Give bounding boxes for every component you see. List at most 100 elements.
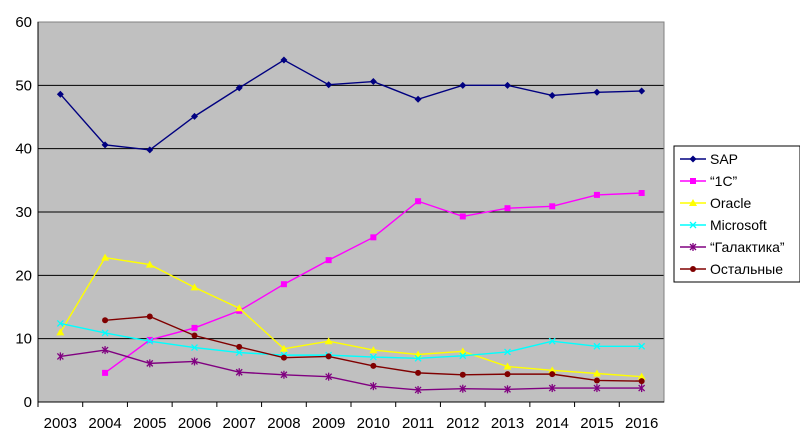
legend-item: “Галактика”: [680, 239, 785, 255]
data-point: [459, 352, 467, 360]
legend-label: Microsoft: [710, 217, 767, 233]
series-0: [56, 56, 646, 154]
data-point: [503, 362, 512, 370]
data-point: [235, 84, 243, 92]
data-point: [548, 337, 556, 345]
series-2: [56, 253, 646, 380]
data-point: [638, 384, 646, 393]
data-point: [415, 198, 422, 205]
data-point: [369, 78, 377, 86]
data-point: [280, 354, 287, 361]
y-tick-label: 0: [24, 394, 32, 411]
legend: SAP “1С” Oracle Microsoft “Галактика” Остальн…: [673, 145, 800, 283]
data-point: [370, 234, 377, 241]
series-5: [102, 313, 645, 385]
series-line: [59, 59, 642, 151]
x-tick-label: 2004: [88, 415, 121, 432]
data-point: [191, 324, 198, 331]
data-point: [638, 342, 646, 350]
data-point: [504, 205, 511, 212]
data-point: [280, 281, 287, 288]
data-point: [414, 385, 422, 394]
legend-marker: [689, 155, 697, 163]
data-point: [146, 336, 153, 343]
y-axis-ticks: 0 10 20 30 40 50 60: [15, 14, 32, 411]
x-tick-label: 2013: [491, 415, 524, 432]
data-point: [146, 146, 154, 154]
data-point: [638, 87, 646, 95]
data-point: [191, 332, 198, 339]
data-point: [146, 359, 154, 368]
data-point: [280, 56, 288, 64]
y-tick-label: 10: [15, 331, 32, 348]
data-point: [593, 88, 601, 96]
data-point: [56, 320, 64, 327]
data-point: [548, 91, 556, 99]
data-point: [146, 313, 153, 320]
y-tick-label: 50: [15, 77, 32, 94]
data-point: [101, 141, 109, 149]
data-point: [235, 304, 244, 312]
y-tick-label: 30: [15, 204, 32, 221]
data-point: [235, 349, 243, 357]
legend-marker: [690, 178, 696, 184]
data-point: [369, 382, 377, 391]
data-point: [56, 352, 64, 361]
legend-marker: [689, 199, 697, 206]
data-point: [638, 378, 645, 385]
data-point: [191, 112, 198, 120]
data-point: [504, 348, 511, 356]
legend-label: Oracle: [710, 195, 751, 211]
data-point: [593, 342, 601, 350]
legend-label: SAP: [710, 151, 738, 167]
x-axis-ticks: 2003 2004 2005 2006 2007 2008 2009 2010 2011 2012…: [37, 22, 664, 432]
data-point: [369, 346, 378, 354]
data-point: [191, 357, 198, 366]
data-point: [369, 353, 377, 361]
data-point: [548, 366, 557, 374]
data-point: [279, 344, 288, 352]
data-point: [459, 371, 466, 378]
x-tick-label: 2010: [357, 415, 390, 432]
legend-marker: [690, 266, 696, 272]
data-point: [235, 368, 243, 377]
y-tick-label: 20: [15, 267, 32, 284]
data-point: [637, 372, 646, 380]
data-point: [102, 369, 109, 376]
data-point: [280, 370, 288, 379]
data-point: [638, 190, 645, 196]
data-point: [414, 354, 422, 362]
series-line: [60, 349, 642, 391]
x-tick-label: 2012: [446, 415, 479, 432]
legend-label: “Галактика”: [710, 239, 785, 255]
y-tick-label: 60: [15, 14, 32, 31]
data-point: [459, 213, 466, 220]
legend-item: “1С”: [680, 173, 738, 189]
series-line: [59, 256, 642, 378]
data-point: [504, 385, 511, 394]
data-point: [236, 343, 243, 350]
data-point: [459, 81, 467, 89]
data-point: [593, 191, 600, 198]
legend-label: “1С”: [710, 173, 738, 189]
data-point: [101, 253, 110, 261]
data-point: [504, 371, 511, 378]
x-tick-label: 2005: [133, 415, 166, 432]
data-point: [549, 203, 556, 210]
legend-item: Остальные: [680, 261, 783, 277]
data-point: [324, 337, 333, 345]
data-point: [101, 329, 109, 337]
data-point: [325, 257, 332, 264]
data-point: [458, 347, 467, 355]
series-line: [60, 322, 642, 360]
data-point: [414, 95, 422, 103]
data-point: [190, 283, 199, 291]
legend-item: Microsoft: [680, 217, 767, 233]
data-point: [370, 362, 377, 369]
data-point: [325, 372, 333, 381]
x-tick-label: 2016: [625, 415, 658, 432]
y-tick-label: 40: [15, 141, 32, 158]
data-point: [459, 384, 467, 393]
x-tick-label: 2011: [402, 415, 434, 432]
